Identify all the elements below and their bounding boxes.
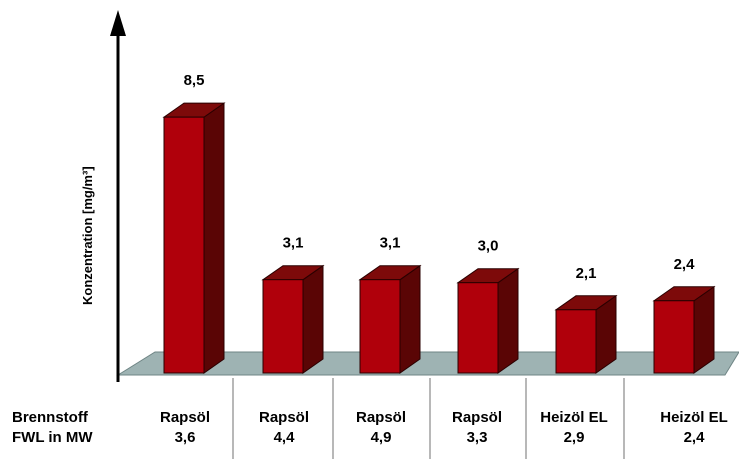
bars-layer: [162, 102, 716, 374]
category-label-fuel: Rapsöl: [452, 409, 502, 426]
bar-side: [497, 267, 519, 374]
bar: [261, 264, 325, 374]
bar-side: [693, 285, 715, 374]
y-axis-title: Konzentration [mg/m³]: [80, 166, 95, 305]
category-label-fwl: 4,9: [371, 429, 392, 446]
data-label: 2,1: [576, 265, 597, 282]
category-label-fwl: 4,4: [274, 429, 296, 446]
category-label-fwl: 3,3: [467, 429, 488, 446]
bar: [456, 267, 520, 374]
bar-front: [555, 309, 597, 374]
bar-side: [203, 102, 225, 374]
category-label-fuel: Rapsöl: [356, 409, 406, 426]
labels-layer: 8,5 Rapsöl 3,6 3,1 Rapsöl 4,4 3,1 Rapsöl 4,9 3,0 R…: [160, 72, 728, 459]
data-label: 8,5: [184, 72, 205, 89]
bar-front: [359, 279, 401, 374]
category-label-fuel: Rapsöl: [259, 409, 309, 426]
category-label-fwl: 2,4: [684, 429, 706, 446]
y-axis-arrow-icon: [110, 10, 126, 36]
bar-front: [457, 282, 499, 374]
bar-side: [399, 264, 421, 374]
bar-front: [163, 116, 205, 374]
data-label: 2,4: [674, 256, 696, 273]
bar-front: [262, 279, 304, 374]
bar-front: [653, 300, 695, 374]
bar: [652, 285, 716, 374]
bar: [358, 264, 422, 374]
bar-side: [302, 264, 324, 374]
category-label-fuel: Heizöl EL: [540, 409, 608, 426]
row-label-fuel: Brennstoff: [12, 409, 89, 426]
data-label: 3,1: [283, 235, 304, 252]
category-label-fuel: Rapsöl: [160, 409, 210, 426]
data-label: 3,0: [478, 238, 499, 255]
category-label-fuel: Heizöl EL: [660, 409, 728, 426]
row-label-fwl: FWL in MW: [12, 429, 93, 446]
category-label-fwl: 2,9: [564, 429, 585, 446]
bar: [554, 294, 618, 374]
bar: [162, 102, 226, 374]
category-label-fwl: 3,6: [175, 429, 196, 446]
data-label: 3,1: [380, 235, 401, 252]
